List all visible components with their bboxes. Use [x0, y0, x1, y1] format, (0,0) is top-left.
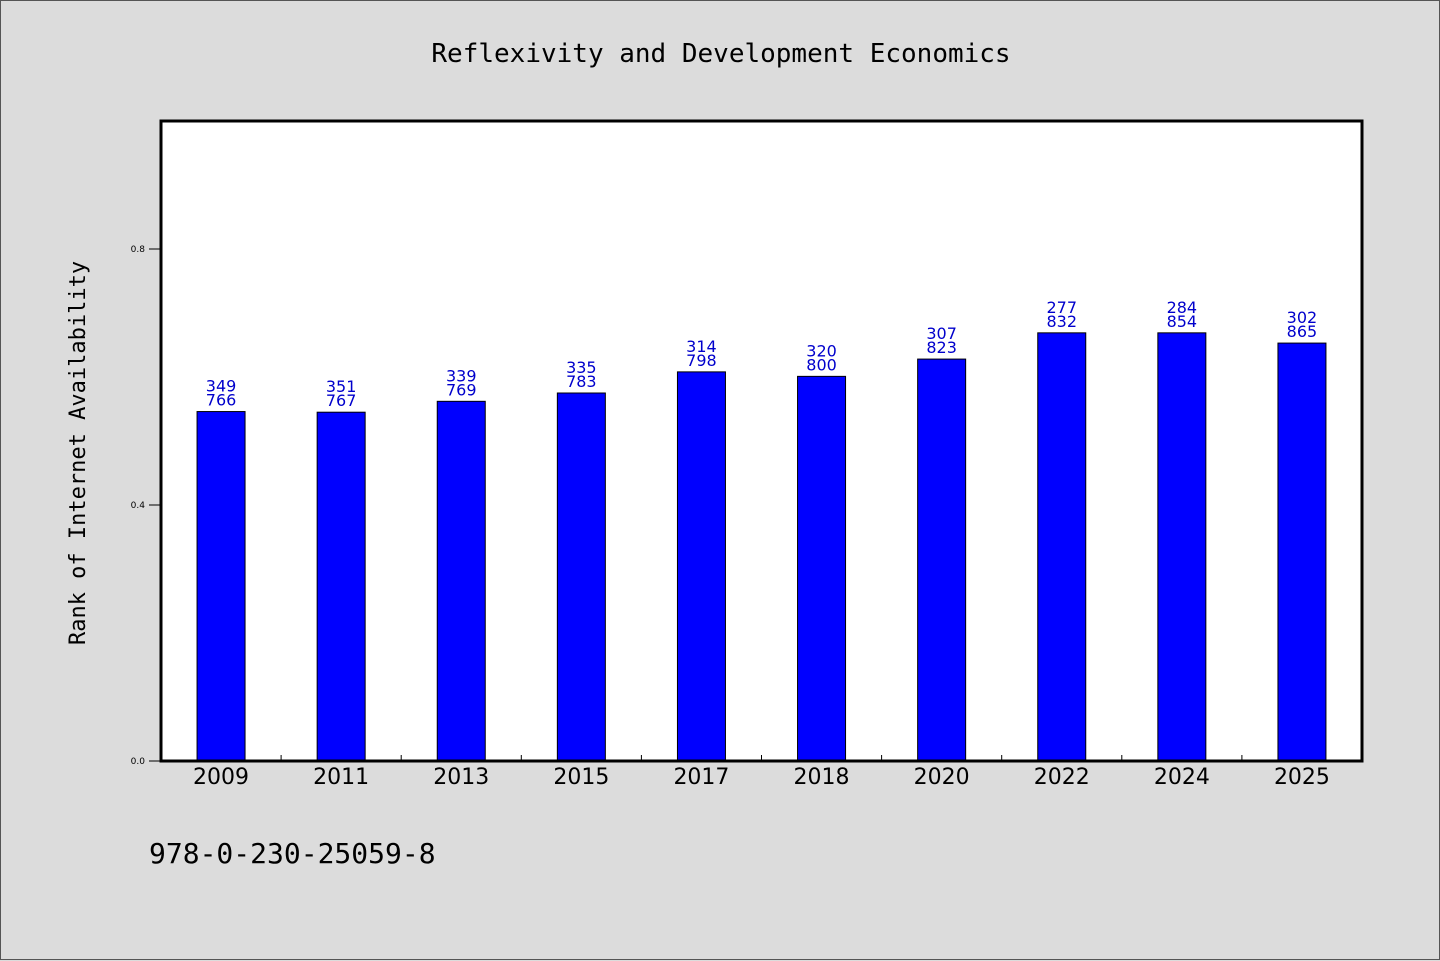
bar-label-top: 339 [446, 366, 477, 385]
x-tick-label: 2017 [673, 765, 729, 790]
bar [1037, 332, 1087, 762]
x-tick-label: 2013 [433, 765, 489, 790]
bar-label-bottom: 783 [566, 372, 597, 391]
bar-label-bottom: 823 [926, 338, 957, 357]
bar-label-bottom: 832 [1046, 312, 1077, 331]
bar-label-bottom: 865 [1287, 322, 1318, 341]
y-tick-label: 0.8 [131, 245, 146, 255]
footer-isbn: 978-0-230-25059-8 [149, 837, 436, 870]
bar [797, 375, 847, 762]
data-labels-layer: 3497663517673397693357833147983208003078… [206, 298, 1317, 410]
bar [1277, 342, 1327, 762]
bar-label-bottom: 766 [206, 391, 237, 410]
bar [1157, 332, 1207, 762]
y-tick-label: 0.4 [131, 501, 146, 511]
bar-label-bottom: 767 [326, 391, 357, 410]
bar-label-bottom: 769 [446, 380, 477, 399]
bar-label-top: 351 [326, 377, 357, 396]
bar [676, 371, 726, 762]
bar [917, 358, 967, 762]
x-tick-label: 2011 [313, 765, 369, 790]
bar-label-top: 284 [1167, 298, 1198, 317]
x-tick-label: 2018 [794, 765, 850, 790]
bar-label-top: 307 [926, 324, 957, 343]
bar-label-top: 335 [566, 358, 597, 377]
bar [436, 400, 486, 762]
bar [556, 392, 606, 762]
x-tick-label: 2015 [553, 765, 609, 790]
y-axis: 0.0 0.4 0.8 [131, 245, 161, 767]
bar-label-bottom: 800 [806, 355, 837, 374]
bar-label-top: 314 [686, 337, 717, 356]
y-tick-label: 0.0 [131, 757, 146, 767]
x-axis: 2009 2011 2013 2015 2017 2018 2020 2022 2024 2025 [193, 755, 1330, 790]
bar [196, 411, 246, 762]
x-tick-label: 2022 [1034, 765, 1090, 790]
x-tick-label: 2024 [1154, 765, 1210, 790]
plot-border [159, 119, 1364, 763]
y-axis-label: Rank of Internet Availability [66, 261, 91, 645]
x-tick-label: 2020 [914, 765, 970, 790]
bar-label-top: 320 [806, 341, 837, 360]
bar-label-top: 277 [1046, 298, 1077, 317]
bars-layer [196, 332, 1327, 762]
chart-title: Reflexivity and Development Economics [431, 39, 1010, 69]
bar-label-bottom: 798 [686, 351, 717, 370]
bar-label-top: 302 [1287, 308, 1318, 327]
x-tick-label: 2009 [193, 765, 249, 790]
bar-label-top: 349 [206, 377, 237, 396]
x-tick-label: 2025 [1274, 765, 1330, 790]
bar [316, 411, 366, 762]
bar-label-bottom: 854 [1167, 312, 1198, 331]
